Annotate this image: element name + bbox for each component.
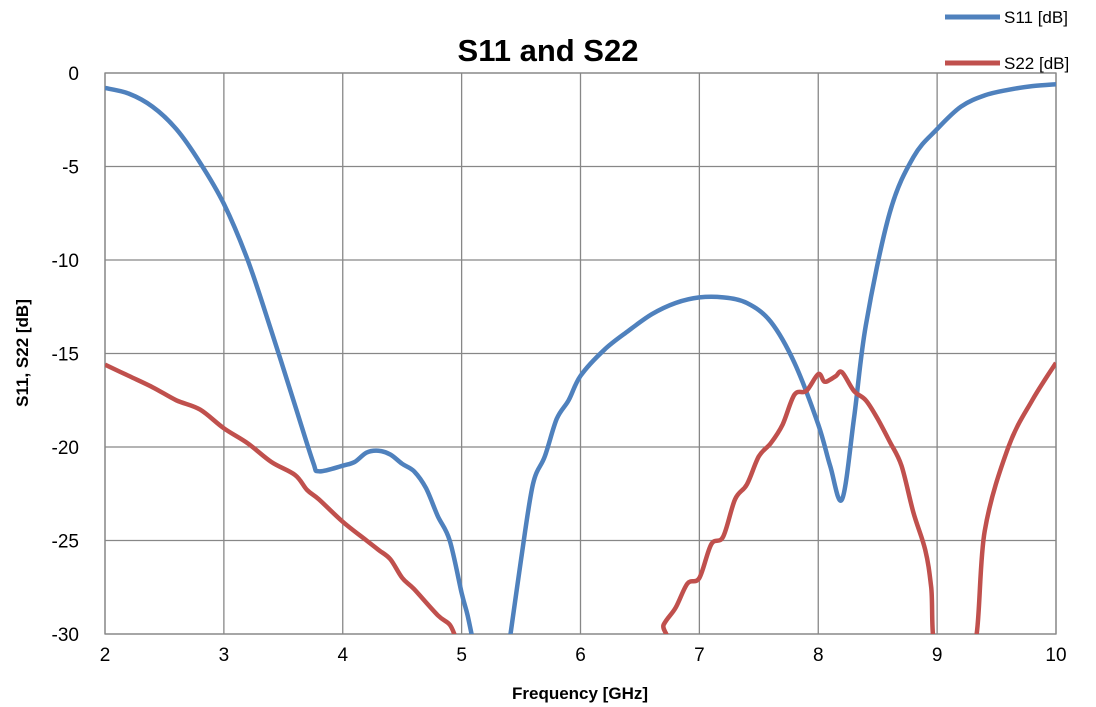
legend: S11 [dB] S22 [dB] — [945, 8, 1069, 73]
y-tick-label: -20 — [52, 438, 79, 459]
x-tick-label: 9 — [932, 645, 943, 666]
y-tick-label: -5 — [62, 158, 79, 179]
x-tick-label: 2 — [100, 645, 111, 666]
plot-area-border — [104, 72, 1057, 635]
legend-label-s22: S22 [dB] — [1004, 54, 1069, 73]
x-tick-label: 6 — [575, 645, 586, 666]
series-line-s22 — [105, 361, 1056, 634]
x-tick-label: 7 — [694, 645, 705, 666]
y-tick-label: -25 — [52, 532, 79, 553]
legend-label-s11: S11 [dB] — [1004, 8, 1068, 27]
series-line-s11 — [105, 81, 1056, 634]
y-axis-title: S11, S22 [dB] — [13, 299, 32, 407]
x-axis-title: Frequency [GHz] — [512, 684, 648, 703]
x-tick-label: 4 — [337, 645, 348, 666]
y-tick-label: -30 — [52, 625, 79, 646]
series-layer — [105, 81, 1056, 634]
y-tick-label: -15 — [52, 345, 79, 366]
y-tick-label: 0 — [68, 64, 79, 85]
x-tick-label: 10 — [1045, 645, 1066, 666]
y-tick-label: -10 — [52, 251, 79, 272]
x-tick-label: 3 — [219, 645, 230, 666]
chart-title: S11 and S22 — [458, 33, 639, 68]
grid — [104, 72, 1057, 635]
x-tick-label: 8 — [813, 645, 824, 666]
tick-labels: 2 3 4 5 6 7 8 9 10 0 -5 -10 -15 -20 -25 -30 — [52, 64, 1067, 666]
x-tick-label: 5 — [456, 645, 467, 666]
